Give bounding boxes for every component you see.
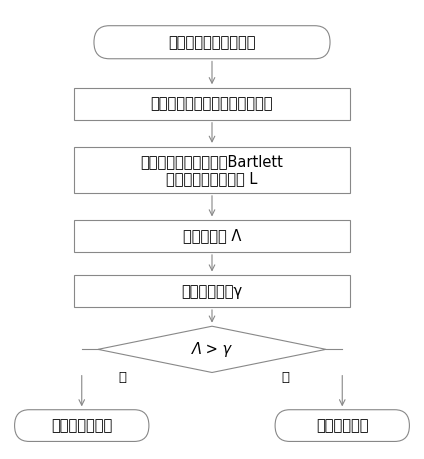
Text: 计算判决门限γ: 计算判决门限γ [181, 284, 243, 299]
Bar [74, 147, 350, 193]
Text: 计算接收信号的取样协方差矩阵: 计算接收信号的取样协方差矩阵 [151, 96, 273, 112]
Text: 是: 是 [118, 371, 126, 385]
FancyBboxPatch shape [275, 410, 410, 442]
Bar [74, 275, 350, 307]
Text: 对取样协方差矩阵进行Bartlett
分解得到上三角矩阵 L: 对取样协方差矩阵进行Bartlett 分解得到上三角矩阵 L [141, 154, 283, 186]
Text: 计算判决量 Λ: 计算判决量 Λ [183, 229, 241, 244]
Text: 频谱空洞存在: 频谱空洞存在 [316, 418, 368, 433]
Text: 采样形成接收信号向量: 采样形成接收信号向量 [168, 35, 256, 50]
Text: 频谱空洞不存在: 频谱空洞不存在 [51, 418, 112, 433]
Text: 否: 否 [281, 371, 289, 385]
Polygon shape [98, 326, 326, 373]
Bar [74, 220, 350, 252]
FancyBboxPatch shape [14, 410, 149, 442]
Text: Λ > γ: Λ > γ [192, 342, 232, 357]
FancyBboxPatch shape [94, 26, 330, 59]
Bar [74, 88, 350, 120]
